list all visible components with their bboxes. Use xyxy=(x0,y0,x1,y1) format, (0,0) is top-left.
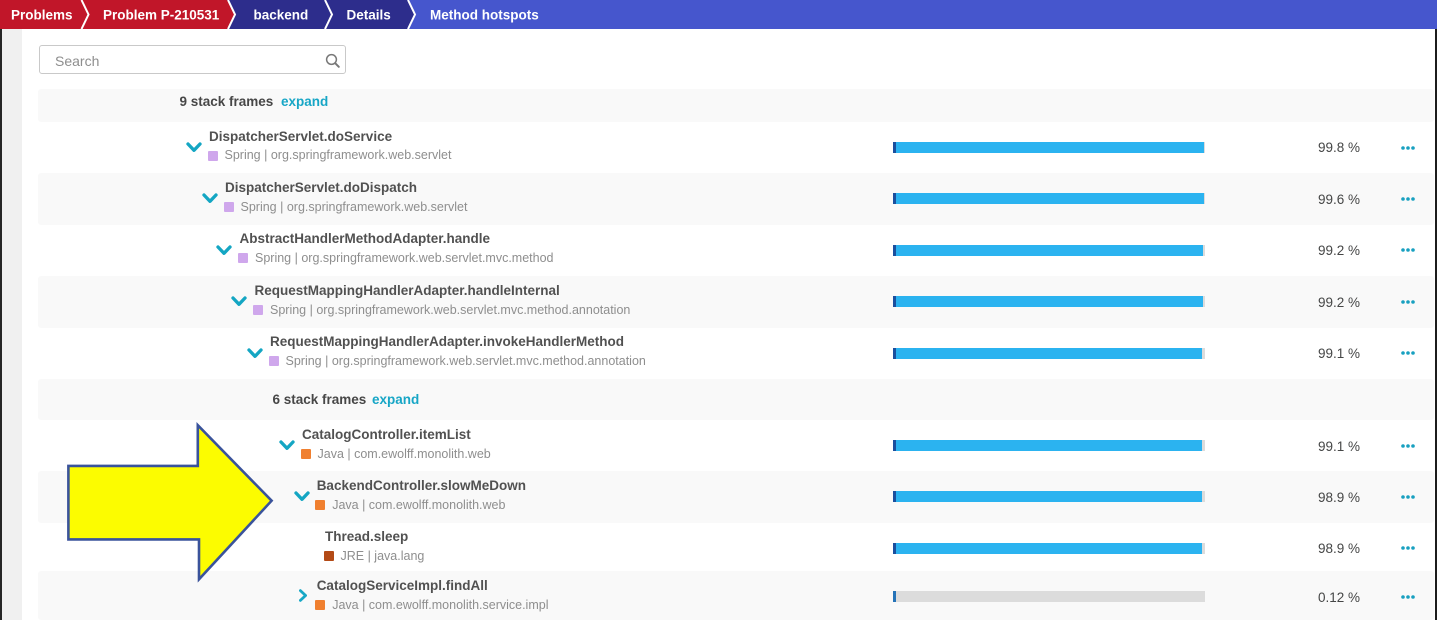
svg-text:Problems: Problems xyxy=(11,8,73,23)
svg-text:backend: backend xyxy=(254,8,309,23)
svg-text:Method hotspots: Method hotspots xyxy=(430,8,539,23)
svg-text:Details: Details xyxy=(347,8,391,23)
svg-text:Problem P-210531: Problem P-210531 xyxy=(103,8,220,23)
